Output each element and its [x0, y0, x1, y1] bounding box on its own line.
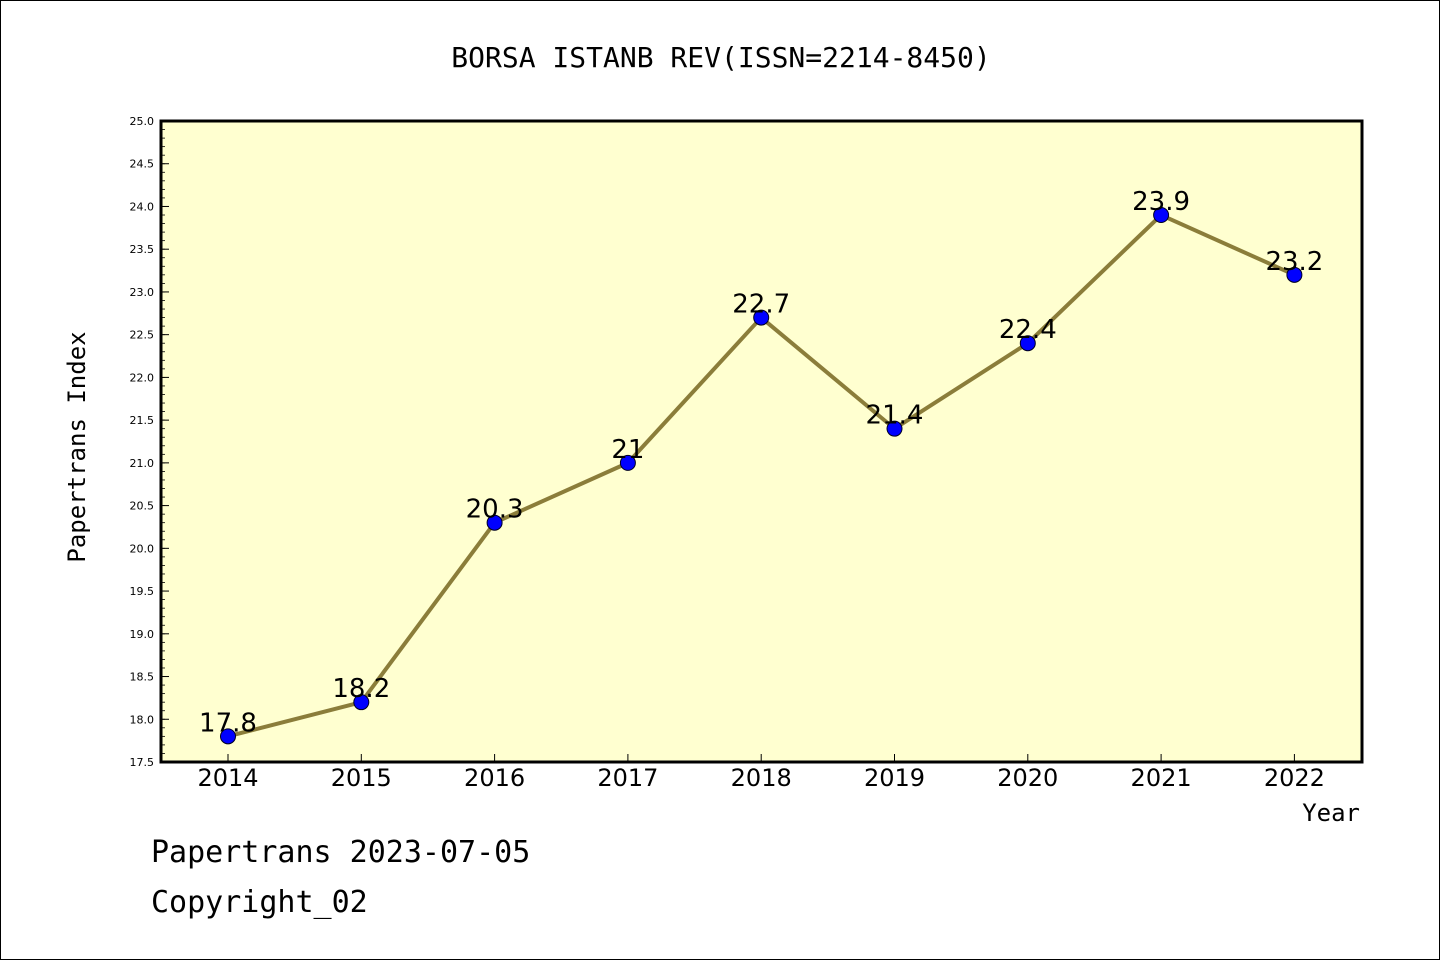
y-tick-label-8: 21.5 — [130, 414, 155, 427]
x-tick-label-6: 2020 — [997, 764, 1058, 792]
y-axis-title: Papertrans Index — [63, 331, 91, 562]
x-tick-label-5: 2019 — [864, 764, 925, 792]
x-tick-label-0: 2014 — [197, 764, 258, 792]
y-tick-label-14: 24.5 — [130, 158, 155, 171]
x-axis-title: Year — [1302, 799, 1360, 827]
y-tick-label-0: 17.5 — [130, 756, 155, 769]
y-tick-label-12: 23.5 — [130, 243, 155, 256]
footer-copyright-text: Copyright_02 — [151, 885, 368, 920]
footer-date-text: Papertrans 2023-07-05 — [151, 835, 531, 870]
data-point-2020 — [1019, 335, 1036, 352]
x-tick-label-3: 2017 — [597, 764, 658, 792]
y-tick-label-9: 22.0 — [130, 371, 155, 384]
y-tick-label-6: 20.5 — [130, 500, 155, 513]
data-point-2018 — [753, 309, 770, 326]
data-label-2021: 23.9 — [1132, 187, 1190, 217]
x-tick-label-2: 2016 — [464, 764, 525, 792]
chart-title: BORSA ISTANB REV(ISSN=2214-8450) — [451, 41, 990, 74]
y-tick-label-4: 19.5 — [130, 585, 155, 598]
y-tick-label-15: 25.0 — [130, 115, 155, 128]
data-label-2016: 20.3 — [466, 495, 524, 525]
data-labels: 17.8 18.2 20.3 21 22.7 21.4 22.4 23.9 23.2 — [199, 187, 1323, 738]
x-tick-label-8: 2022 — [1264, 764, 1325, 792]
data-label-2020: 22.4 — [999, 315, 1057, 345]
data-point-2021 — [1153, 207, 1170, 224]
data-label-2019: 21.4 — [866, 401, 924, 431]
plot-area — [159, 119, 1364, 764]
y-tick-label-7: 21.0 — [130, 457, 155, 470]
x-tick-label-7: 2021 — [1131, 764, 1192, 792]
series-layer — [220, 207, 1303, 745]
x-axis: 2014 2015 2016 2017 2018 2019 2020 2021 2022 — [197, 754, 1325, 792]
data-label-2015: 18.2 — [332, 674, 390, 704]
data-point-2017 — [619, 454, 636, 471]
y-tick-label-11: 23.0 — [130, 286, 155, 299]
y-tick-label-13: 24.0 — [130, 200, 155, 213]
y-tick-label-10: 22.5 — [130, 329, 155, 342]
data-point-2016 — [486, 514, 503, 531]
y-tick-label-3: 19.0 — [130, 628, 155, 641]
data-label-2018: 22.7 — [732, 290, 790, 320]
x-tick-label-4: 2018 — [731, 764, 792, 792]
data-point-2022 — [1286, 266, 1303, 283]
data-point-2019 — [886, 420, 903, 437]
x-tick-label-1: 2015 — [331, 764, 392, 792]
data-point-2015 — [353, 694, 370, 711]
y-axis: 17.5 18.0 18.5 19.0 19.5 20.0 20.5 21.0 21.5 22.0… — [130, 115, 169, 769]
y-tick-label-5: 20.0 — [130, 542, 155, 555]
data-point-2014 — [220, 728, 236, 745]
data-label-2022: 23.2 — [1265, 247, 1323, 277]
y-tick-label-2: 18.5 — [130, 671, 155, 684]
data-label-2017: 21 — [611, 435, 644, 465]
y-tick-label-1: 18.0 — [130, 713, 155, 726]
data-label-2014: 17.8 — [199, 708, 257, 738]
